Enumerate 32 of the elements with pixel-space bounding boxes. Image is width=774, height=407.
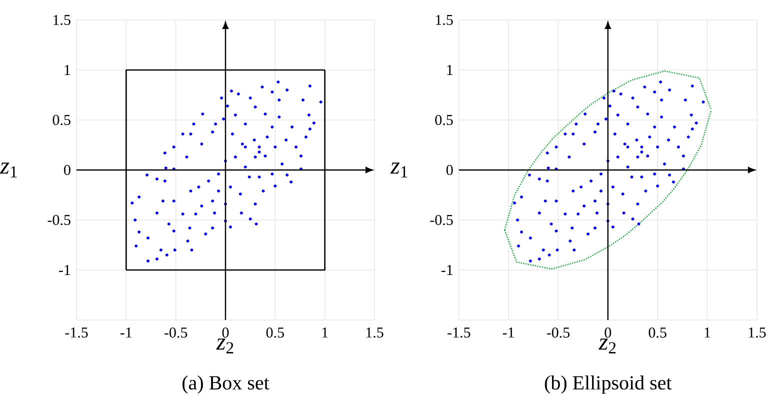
y-tick-label: -1 — [441, 265, 452, 275]
y-tick-label: 0.5 — [435, 114, 453, 126]
x-tick-label: -1.5 — [448, 328, 470, 338]
x-tick-label: 1 — [704, 328, 710, 338]
y-tick-label: 1 — [64, 65, 70, 75]
x-tick-label: 1.5 — [748, 328, 766, 338]
text: (b) Ellipsoid set — [544, 376, 672, 394]
x-tick-label: -1.5 — [65, 328, 88, 338]
x-tick-label: 0 — [604, 328, 612, 338]
x-axis-title: z$_{2}$ — [598, 338, 616, 354]
y-axis-title: z$_{1}$ — [0, 162, 17, 178]
y-tick-label: 0.5 — [52, 114, 70, 126]
y-tick-label: 1 — [447, 65, 452, 75]
text: (a) Box set — [182, 376, 270, 394]
x-tick-label: -1 — [120, 328, 132, 338]
y-tick-label: 1.5 — [54, 14, 70, 26]
x-axis-title: z$_{2}$ — [216, 338, 234, 354]
x-tick-label: 0.5 — [648, 328, 666, 338]
x-tick-label: 1 — [322, 328, 328, 338]
y-tick-label: -1 — [59, 265, 70, 275]
x-tick-label: -0.5 — [164, 328, 188, 338]
x-tick-label: -1 — [502, 328, 514, 338]
y-axis-title: z$_{1}$ — [390, 162, 408, 178]
x-tick-label: -0.5 — [546, 328, 570, 338]
y-tick-label: 0 — [64, 164, 70, 176]
y-tick-label: -0.5 — [48, 214, 70, 226]
x-tick-label: 0.5 — [266, 328, 284, 338]
y-tick-label: 1.5 — [436, 14, 453, 26]
x-tick-label: 0 — [222, 328, 229, 338]
y-tick-label: 0 — [446, 164, 453, 176]
x-tick-label: 1.5 — [366, 328, 384, 338]
y-tick-label: -0.5 — [430, 214, 453, 226]
